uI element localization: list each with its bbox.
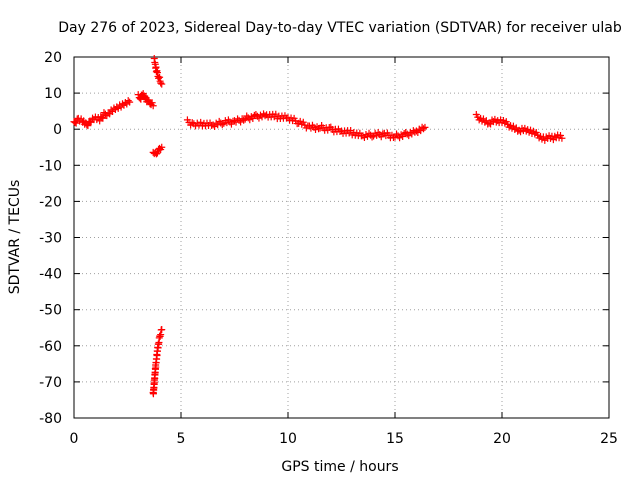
data-point-marker bbox=[149, 102, 157, 110]
x-tick-label: 10 bbox=[279, 431, 297, 447]
data-point-marker bbox=[218, 121, 226, 129]
data-point-marker bbox=[400, 129, 408, 137]
data-point-marker bbox=[408, 130, 416, 138]
y-tick-label: -40 bbox=[39, 267, 62, 283]
x-tick-label: 5 bbox=[177, 431, 186, 447]
data-point-marker bbox=[368, 133, 376, 141]
data-point-marker bbox=[249, 114, 257, 122]
y-axis-title: SDTVAR / TECUs bbox=[7, 180, 23, 295]
data-point-marker bbox=[240, 116, 248, 124]
data-point-marker bbox=[241, 115, 249, 123]
y-tick-label: -80 bbox=[39, 411, 62, 427]
data-point-marker bbox=[153, 149, 161, 157]
x-tick-label: 15 bbox=[386, 431, 404, 447]
data-point-marker bbox=[558, 134, 566, 142]
y-tick-label: -50 bbox=[39, 303, 62, 319]
data-point-marker bbox=[256, 111, 264, 119]
data-point-marker bbox=[261, 112, 269, 120]
data-point-marker bbox=[360, 134, 368, 142]
data-point-marker bbox=[229, 117, 237, 125]
data-markers bbox=[70, 55, 566, 398]
data-point-marker bbox=[393, 130, 401, 138]
data-point-marker bbox=[399, 133, 407, 141]
data-point-marker bbox=[126, 98, 134, 106]
data-point-marker bbox=[148, 99, 156, 107]
data-point-marker bbox=[157, 79, 165, 87]
data-point-marker bbox=[158, 80, 166, 88]
data-point-marker bbox=[197, 118, 205, 126]
data-point-marker bbox=[72, 119, 80, 127]
data-point-marker bbox=[86, 118, 94, 126]
x-axis-title: GPS time / hours bbox=[281, 459, 398, 475]
grid bbox=[74, 57, 609, 418]
x-tick-label: 20 bbox=[493, 431, 511, 447]
data-point-marker bbox=[152, 150, 160, 158]
data-point-marker bbox=[99, 114, 107, 122]
data-point-marker bbox=[420, 125, 428, 133]
data-point-marker bbox=[237, 118, 245, 126]
chart-title: Day 276 of 2023, Sidereal Day-to-day VTE… bbox=[58, 20, 622, 36]
data-point-marker bbox=[215, 117, 223, 125]
data-point-marker bbox=[362, 131, 370, 139]
axis-ticks bbox=[73, 56, 610, 419]
data-point-marker bbox=[379, 130, 387, 138]
data-point-marker bbox=[250, 111, 258, 119]
data-point-marker bbox=[394, 132, 402, 140]
data-point-marker bbox=[421, 123, 429, 131]
data-point-marker bbox=[211, 122, 219, 130]
data-point-marker bbox=[405, 132, 413, 140]
data-point-marker bbox=[144, 96, 152, 104]
y-tick-label: 10 bbox=[44, 86, 62, 102]
data-point-marker bbox=[141, 92, 149, 100]
y-tick-label: -70 bbox=[39, 375, 62, 391]
data-point-marker bbox=[363, 132, 371, 140]
data-point-marker bbox=[315, 125, 323, 133]
data-point-marker bbox=[98, 113, 106, 121]
data-point-marker bbox=[124, 97, 132, 105]
data-point-marker bbox=[260, 110, 268, 118]
y-tick-label: 20 bbox=[44, 50, 62, 66]
data-point-marker bbox=[246, 116, 254, 124]
data-point-marker bbox=[255, 114, 263, 122]
y-tick-label: 0 bbox=[53, 122, 62, 138]
x-tick-label: 0 bbox=[70, 431, 79, 447]
y-tick-label: -30 bbox=[39, 231, 62, 247]
data-point-marker bbox=[158, 143, 166, 151]
data-point-marker bbox=[391, 133, 399, 141]
data-point-marker bbox=[158, 326, 166, 334]
y-tick-label: -10 bbox=[39, 158, 62, 174]
data-point-marker bbox=[258, 113, 266, 121]
data-point-marker bbox=[396, 134, 404, 142]
y-tick-label: -60 bbox=[39, 339, 62, 355]
x-tick-label: 25 bbox=[600, 431, 618, 447]
y-tick-label: -20 bbox=[39, 194, 62, 210]
tick-labels: 0 5 10 15 20 25 -80 -70 -60 -50 -40 -30 -20 -10 0 10 20 bbox=[39, 50, 618, 447]
